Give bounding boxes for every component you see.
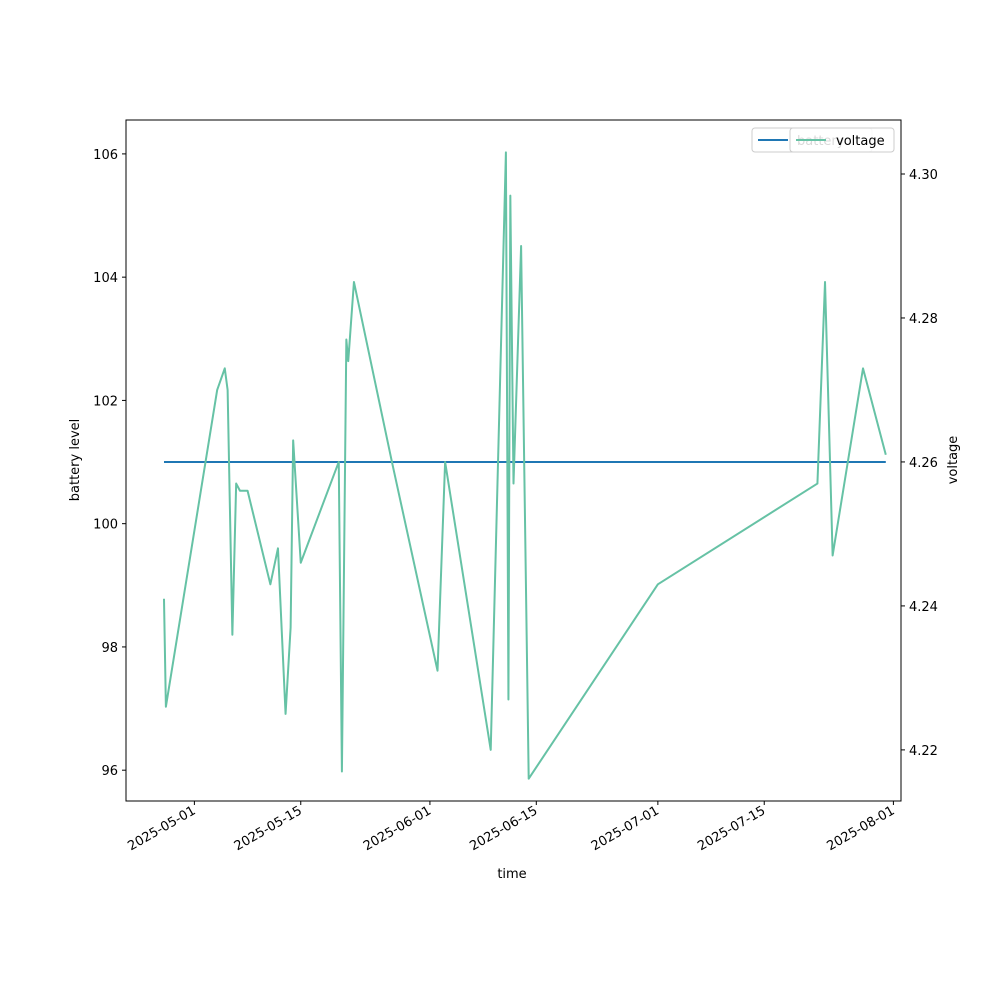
right-axis: 4.22 4.24 4.26 4.28 4.30: [901, 168, 938, 759]
series-voltage-line: [162, 151, 887, 780]
x-tick-label: 2025-07-15: [695, 803, 768, 854]
right-tick-label: 4.30: [909, 168, 938, 183]
right-axis-label: voltage: [946, 436, 961, 485]
legend-voltage: voltage: [789, 127, 895, 153]
left-tick-label: 96: [101, 764, 118, 779]
right-tick-label: 4.28: [909, 312, 938, 327]
x-tick-label: 2025-05-15: [232, 803, 305, 854]
x-tick-label: 2025-05-01: [125, 803, 198, 854]
x-tick-label: 2025-07-01: [589, 803, 662, 854]
left-tick-label: 98: [101, 641, 118, 656]
x-tick-label: 2025-06-15: [467, 803, 540, 854]
left-tick-label: 104: [93, 271, 118, 286]
left-tick-label: 100: [93, 518, 118, 533]
left-tick-label: 102: [93, 394, 118, 409]
right-tick-label: 4.24: [909, 600, 938, 615]
series-layer: [162, 151, 887, 780]
plot-frame: [125, 119, 902, 802]
right-tick-label: 4.22: [909, 744, 938, 759]
left-tick-label: 106: [93, 148, 118, 163]
x-tick-label: 2025-08-01: [824, 803, 897, 854]
left-axis-label: battery level: [68, 419, 83, 502]
x-axis: 2025-05-01 2025-05-15 2025-06-01 2025-06-15…: [125, 801, 897, 854]
right-tick-label: 4.26: [909, 456, 938, 471]
legend-voltage-label: voltage: [836, 134, 885, 149]
x-tick-label: 2025-06-01: [361, 803, 434, 854]
x-axis-label: time: [497, 867, 526, 882]
left-axis: 96 98 100 102 104 106: [93, 148, 126, 779]
